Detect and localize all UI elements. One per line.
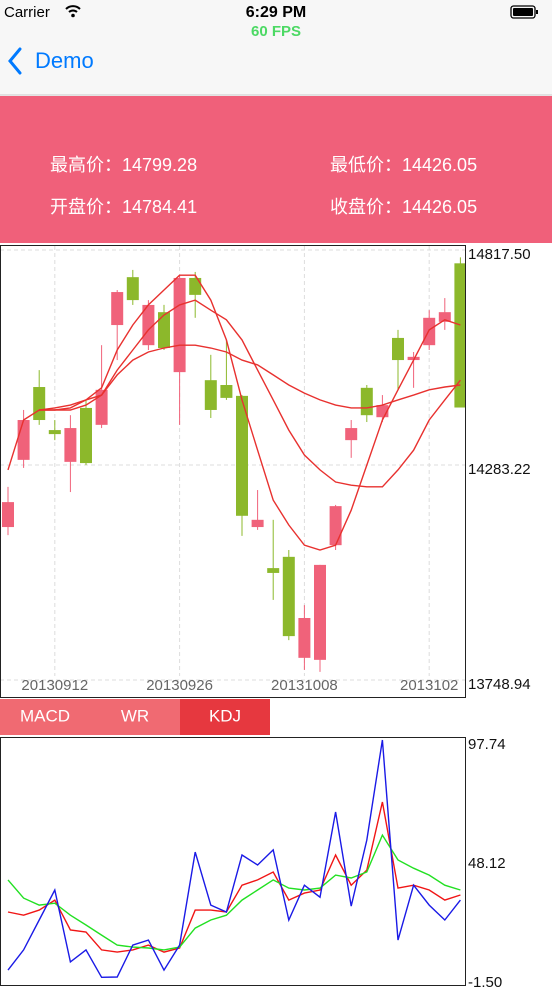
battery (510, 5, 536, 19)
candle-body (236, 395, 248, 516)
summary-item: 最低价：14426.05 (330, 155, 477, 175)
y-tick-label: -1.50 (468, 974, 502, 991)
x-tick-label: 20130926 (146, 677, 213, 694)
candle-frame (0, 245, 466, 698)
candle-body (111, 292, 124, 326)
candle-body (345, 428, 358, 441)
kdj-frame (0, 737, 466, 986)
x-tick-label: 20130912 (21, 677, 88, 694)
series-line (39, 299, 461, 488)
x-tick-label: 2013102 (400, 677, 458, 694)
summary-item: 开盘价：14784.41 (50, 197, 197, 217)
series-line (7, 801, 461, 953)
candle-body (423, 317, 436, 346)
candle-body (158, 312, 170, 348)
wifi-icon (65, 5, 81, 13)
y-tick-label: 14817.50 (468, 246, 531, 263)
series-line (7, 274, 461, 551)
wifi-dot (71, 13, 75, 18)
y-tick-label: 14283.22 (468, 461, 531, 478)
tab-label[interactable]: KDJ (209, 706, 241, 725)
candle-body (329, 506, 342, 546)
series-line (7, 739, 461, 979)
series-line (7, 833, 461, 951)
candle-body (298, 618, 311, 658)
battery-tip (536, 10, 538, 14)
candle-body (17, 420, 30, 460)
candle-body (95, 389, 108, 425)
candle-body (204, 380, 217, 410)
y-tick-label: 48.12 (468, 855, 506, 872)
candle-body (173, 277, 186, 373)
candle-plot: 20130912 20130926 20131008 2013102 (0, 246, 465, 694)
candle-body (220, 385, 233, 398)
candle-body (189, 277, 202, 295)
back-chevron[interactable] (8, 47, 22, 75)
clock: 6:29 PM (246, 4, 306, 21)
summary-item: 收盘价：14426.05 (330, 197, 477, 217)
candle-body (282, 556, 295, 637)
tab-macd[interactable] (0, 699, 90, 735)
y-tick-label: 13748.94 (468, 676, 531, 693)
x-tick-label: 20131008 (271, 677, 338, 694)
tab-wr[interactable] (90, 699, 180, 735)
tab-kdj[interactable] (180, 699, 270, 735)
carrier: Carrier (4, 4, 50, 21)
summary-panel (0, 96, 552, 243)
kdj-plot (7, 739, 461, 979)
candle-body (392, 337, 404, 361)
candle-body (314, 564, 326, 660)
back-button[interactable]: Demo (35, 48, 94, 73)
candle-body (33, 387, 46, 421)
summary-item: 最高价：14799.28 (50, 155, 197, 175)
candle-body (80, 407, 92, 464)
candle-body (454, 263, 465, 408)
navigation-bar (0, 0, 552, 95)
candle-body (126, 277, 139, 301)
candle-body (64, 428, 77, 462)
candle-body (48, 430, 61, 435)
tab-label[interactable]: WR (121, 706, 149, 725)
fps: 60 FPS (251, 23, 301, 40)
candle-body (142, 304, 155, 346)
candle-body (360, 387, 373, 416)
candle-body (2, 502, 14, 528)
tab-label[interactable]: MACD (20, 706, 70, 725)
candle-body (438, 312, 451, 322)
battery-level (513, 8, 533, 16)
candle-body (407, 356, 420, 361)
y-tick-label: 97.74 (468, 736, 506, 753)
candle-body (251, 519, 264, 528)
candle-body (267, 568, 280, 573)
series-line (39, 344, 461, 411)
